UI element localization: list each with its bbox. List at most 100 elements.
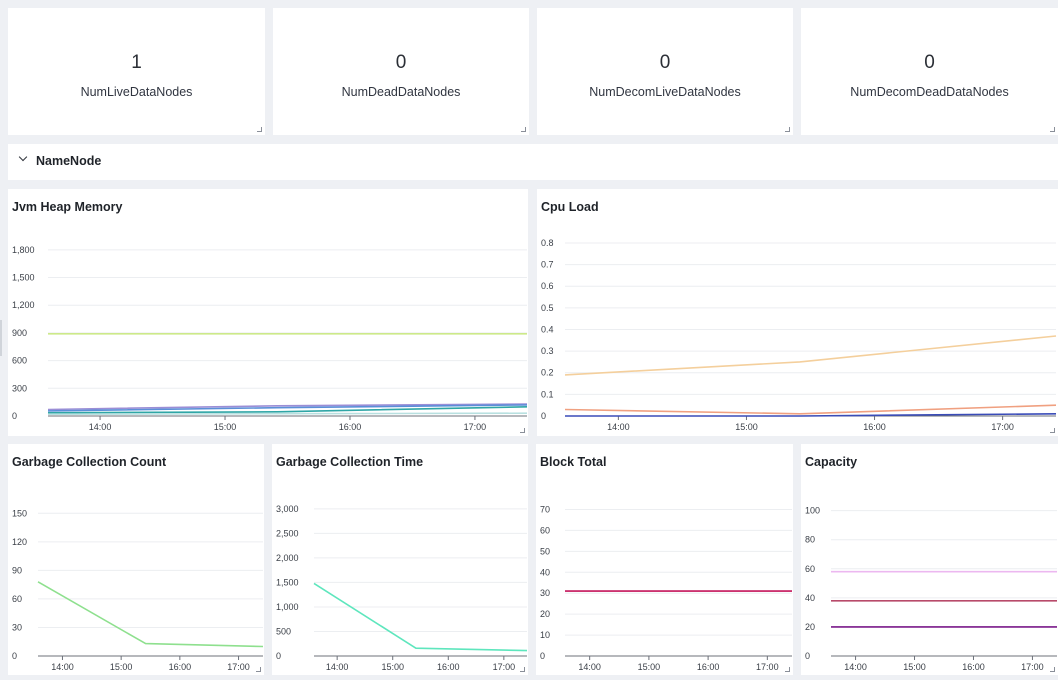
- x-tick-label: 17:00: [991, 422, 1014, 432]
- y-tick-label: 3,000: [276, 504, 299, 514]
- series-line-1: [564, 335, 1057, 376]
- resize-handle-icon[interactable]: [256, 667, 261, 672]
- y-tick-label: 0: [12, 411, 17, 421]
- x-tick-label: 15:00: [903, 662, 926, 672]
- y-tick-label: 0.6: [541, 281, 554, 291]
- y-tick-label: 0: [12, 651, 17, 661]
- x-tick-label: 16:00: [437, 662, 460, 672]
- stat-label: NumLiveDataNodes: [80, 85, 193, 99]
- y-tick-label: 0.1: [541, 389, 554, 399]
- stat-label: NumDeadDataNodes: [341, 85, 461, 99]
- stat-panel-live: 1 NumLiveDataNodes: [8, 8, 265, 135]
- chevron-down-icon[interactable]: [18, 152, 28, 162]
- stat-value: 1: [131, 52, 142, 73]
- resize-handle-icon[interactable]: [785, 667, 790, 672]
- resize-handle-icon[interactable]: [1050, 428, 1055, 433]
- chart-cpu-load: 0 0.1 0.2 0.3 0.4 0.5 0.6 0.7 0.8 14:00 15:00 16:00…: [541, 238, 1057, 432]
- y-tick-label: 100: [805, 506, 820, 516]
- stat-value: 0: [395, 52, 407, 73]
- series-line-5: [47, 412, 528, 415]
- chart-panel-gc-count: Garbage Collection Count 0 30 60 90 120 150 14…: [8, 444, 264, 675]
- x-tick-label: 15:00: [638, 662, 661, 672]
- y-tick-label: 60: [12, 594, 22, 604]
- x-tick-label: 17:00: [464, 422, 487, 432]
- y-tick-label: 0.3: [541, 346, 554, 356]
- series-line-1: [313, 582, 528, 652]
- x-tick-label: 16:00: [962, 662, 985, 672]
- x-tick-label: 14:00: [578, 662, 601, 672]
- y-tick-label: 20: [805, 622, 815, 632]
- y-tick-label: 10: [540, 630, 550, 640]
- series-line-4: [47, 406, 528, 414]
- resize-handle-icon[interactable]: [520, 667, 525, 672]
- chart-title: Garbage Collection Count: [12, 455, 167, 469]
- y-tick-label: 0.5: [541, 303, 554, 313]
- x-tick-label: 17:00: [493, 662, 516, 672]
- chart-block-total: 0 10 20 30 40 50 60 70 14:00 15:00 16:00 17:00: [540, 504, 792, 672]
- chart-panel-block-total: Block Total 0 10 20 30 40 50 60 70 14:00 15:00 16:…: [536, 444, 793, 675]
- series-line-3: [565, 413, 1057, 417]
- row-header-namenode[interactable]: NameNode: [8, 144, 1058, 180]
- x-tick-label: 15:00: [214, 422, 237, 432]
- stat-panel-dead: 0 NumDeadDataNodes: [273, 8, 529, 135]
- series-line-3: [47, 404, 528, 412]
- y-tick-label: 0: [276, 651, 281, 661]
- y-tick-label: 900: [12, 328, 27, 338]
- stat-label: NumDecomDeadDataNodes: [850, 85, 1009, 99]
- y-tick-label: 80: [805, 535, 815, 545]
- stat-value: 0: [924, 52, 935, 73]
- y-tick-label: 30: [12, 622, 22, 632]
- stat-value: 0: [659, 52, 671, 73]
- x-tick-label: 16:00: [697, 662, 720, 672]
- y-tick-label: 20: [540, 609, 550, 619]
- left-edge-handle[interactable]: [0, 320, 2, 356]
- x-tick-label: 17:00: [1021, 662, 1044, 672]
- y-tick-label: 50: [540, 546, 550, 556]
- y-tick-label: 1,800: [12, 245, 35, 255]
- y-tick-label: 40: [540, 567, 550, 577]
- x-tick-label: 17:00: [756, 662, 779, 672]
- stat-label: NumDecomLiveDataNodes: [589, 85, 741, 99]
- x-tick-label: 15:00: [735, 422, 758, 432]
- y-tick-label: 40: [805, 593, 815, 603]
- x-tick-label: 14:00: [89, 422, 112, 432]
- chart-gc-count: 0 30 60 90 120 150 14:00 15:00 16:00 17:00: [12, 508, 264, 672]
- series-line-2: [47, 403, 528, 411]
- y-tick-label: 0: [541, 411, 546, 421]
- x-tick-label: 16:00: [169, 662, 192, 672]
- chart-title: Garbage Collection Time: [276, 455, 424, 469]
- y-tick-label: 150: [12, 508, 27, 518]
- resize-handle-icon[interactable]: [1050, 127, 1055, 132]
- y-tick-label: 1,500: [12, 273, 35, 283]
- x-tick-label: 14:00: [326, 662, 349, 672]
- chart-title: Cpu Load: [541, 200, 599, 214]
- resize-handle-icon[interactable]: [785, 127, 790, 132]
- x-tick-label: 14:00: [844, 662, 867, 672]
- x-tick-label: 17:00: [227, 662, 250, 672]
- resize-handle-icon[interactable]: [1050, 667, 1055, 672]
- chart-panel-cpu-load: Cpu Load 0 0.1 0.2 0.3 0.4 0.5 0.6 0.7 0.8 14:00 1…: [537, 189, 1058, 436]
- y-tick-label: 1,200: [12, 300, 35, 310]
- chart-title: Capacity: [805, 455, 858, 469]
- row-title: NameNode: [36, 154, 102, 168]
- y-tick-label: 120: [12, 537, 27, 547]
- y-tick-label: 30: [540, 588, 550, 598]
- resize-handle-icon[interactable]: [257, 127, 262, 132]
- resize-handle-icon[interactable]: [520, 428, 525, 433]
- y-tick-label: 90: [12, 565, 22, 575]
- x-tick-label: 16:00: [863, 422, 886, 432]
- chart-panel-gc-time: Garbage Collection Time 0 500 1,000 1,500 2,…: [272, 444, 528, 675]
- stat-panel-decom-live: 0 NumDecomLiveDataNodes: [537, 8, 793, 135]
- chart-title: Block Total: [540, 455, 607, 469]
- y-tick-label: 0.4: [541, 324, 554, 334]
- chart-jvm-heap-memory: 0 300 600 900 1,200 1,500 1,800 14:00 15:00 16:00…: [12, 245, 528, 432]
- chart-panel-jvm-heap-memory: Jvm Heap Memory 0 300 600 900 1,200 1,500 1,80…: [8, 189, 528, 436]
- resize-handle-icon[interactable]: [521, 127, 526, 132]
- y-tick-label: 1,500: [276, 577, 299, 587]
- chart-capacity: 0 20 40 60 80 100 14:00 15:00 16:00 17:00: [805, 506, 1057, 672]
- y-tick-label: 0.2: [541, 368, 554, 378]
- y-tick-label: 60: [540, 525, 550, 535]
- x-tick-label: 15:00: [110, 662, 133, 672]
- stat-panel-decom-dead: 0 NumDecomDeadDataNodes: [801, 8, 1058, 135]
- x-tick-label: 15:00: [381, 662, 404, 672]
